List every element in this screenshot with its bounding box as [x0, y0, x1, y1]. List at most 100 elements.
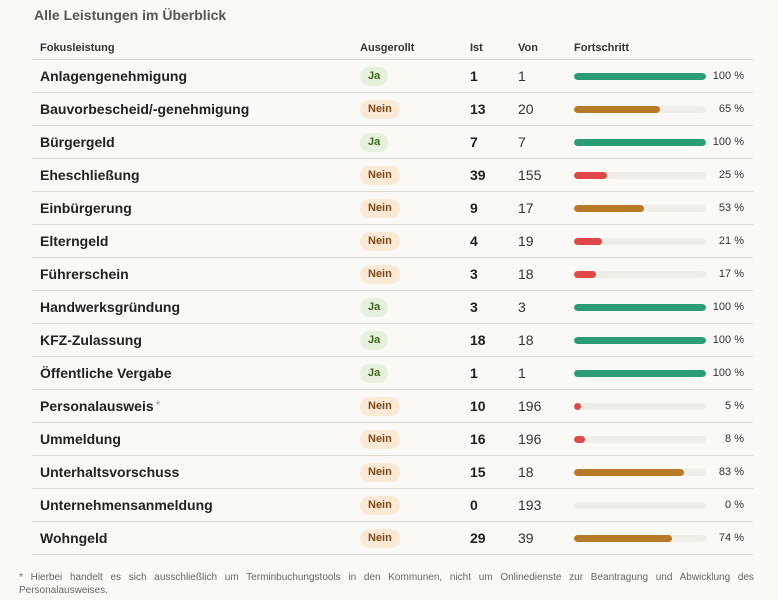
- von-value: 18: [518, 455, 574, 489]
- ist-value: 4: [470, 224, 518, 258]
- service-name: Unterhaltsvorschuss: [40, 464, 180, 480]
- progress-bar: [574, 303, 706, 311]
- service-name-cell: Personalausweis *: [32, 389, 360, 423]
- ist-value: 29: [470, 521, 518, 555]
- progress-percent: 5 %: [725, 400, 744, 412]
- table-row: Bürgergeld Ja 7 7 100 %: [32, 125, 753, 159]
- service-name: Führerschein: [40, 266, 129, 282]
- ist-value: 1: [470, 59, 518, 93]
- progress-bar: [574, 138, 706, 146]
- rolled-out-cell: Nein: [360, 158, 470, 192]
- progress-percent: 74 %: [718, 532, 744, 544]
- progress-fill: [574, 138, 706, 146]
- progress-cell: 17 %: [574, 257, 753, 291]
- service-name: Öffentliche Vergabe: [40, 365, 172, 381]
- column-header-rolled-out[interactable]: Ausgerollt: [360, 37, 470, 60]
- service-name-cell: Eheschließung: [32, 158, 360, 192]
- ist-value: 9: [470, 191, 518, 225]
- progress-fill: [574, 72, 706, 80]
- rolled-out-cell: Nein: [360, 389, 470, 423]
- progress-fill: [574, 402, 581, 410]
- progress-bar: [574, 237, 706, 245]
- rolled-out-cell: Nein: [360, 224, 470, 258]
- progress-percent: 100 %: [712, 334, 744, 346]
- table-row: Elterngeld Nein 4 19 21 %: [32, 224, 753, 258]
- progress-cell: 83 %: [574, 455, 753, 489]
- table-row: Führerschein Nein 3 18 17 %: [32, 257, 753, 291]
- status-badge: Nein: [360, 430, 400, 449]
- status-badge: Ja: [360, 133, 389, 152]
- service-name-cell: Wohngeld: [32, 521, 360, 555]
- status-badge: Nein: [360, 265, 400, 284]
- rolled-out-cell: Ja: [360, 125, 470, 159]
- progress-percent: 100 %: [712, 70, 744, 82]
- service-name: Unternehmensanmeldung: [40, 497, 213, 513]
- status-badge: Nein: [360, 199, 400, 218]
- service-name-cell: Bürgergeld: [32, 125, 360, 159]
- ist-value: 16: [470, 422, 518, 456]
- von-value: 39: [518, 521, 574, 555]
- von-value: 18: [518, 257, 574, 291]
- ist-value: 1: [470, 356, 518, 390]
- service-name: Personalausweis: [40, 398, 154, 414]
- rolled-out-cell: Nein: [360, 191, 470, 225]
- progress-percent: 100 %: [712, 136, 744, 148]
- table-header-row: Fokusleistung Ausgerollt Ist Von Fortsch…: [32, 37, 753, 60]
- ist-value: 18: [470, 323, 518, 357]
- von-value: 1: [518, 356, 574, 390]
- column-header-name[interactable]: Fokusleistung: [32, 37, 360, 60]
- progress-percent: 17 %: [718, 268, 744, 280]
- table-row: Anlagengenehmigung Ja 1 1 100 %: [32, 59, 753, 93]
- services-table: Fokusleistung Ausgerollt Ist Von Fortsch…: [32, 37, 753, 555]
- rolled-out-cell: Nein: [360, 92, 470, 126]
- von-value: 19: [518, 224, 574, 258]
- von-value: 7: [518, 125, 574, 159]
- progress-percent: 100 %: [712, 367, 744, 379]
- progress-bar: [574, 270, 706, 278]
- progress-cell: 74 %: [574, 521, 753, 555]
- von-value: 193: [518, 488, 574, 522]
- progress-fill: [574, 204, 644, 212]
- status-badge: Nein: [360, 232, 400, 251]
- progress-fill: [574, 105, 660, 113]
- progress-percent: 21 %: [718, 235, 744, 247]
- service-name: Anlagengenehmigung: [40, 68, 187, 84]
- rolled-out-cell: Ja: [360, 59, 470, 93]
- service-name: Elterngeld: [40, 233, 109, 249]
- von-value: 196: [518, 389, 574, 423]
- column-header-ist[interactable]: Ist: [470, 37, 518, 60]
- ist-value: 3: [470, 290, 518, 324]
- von-value: 155: [518, 158, 574, 192]
- progress-cell: 53 %: [574, 191, 753, 225]
- service-name-cell: Einbürgerung: [32, 191, 360, 225]
- von-value: 18: [518, 323, 574, 357]
- progress-percent: 100 %: [712, 301, 744, 313]
- progress-percent: 0 %: [725, 499, 744, 511]
- progress-percent: 25 %: [718, 169, 744, 181]
- progress-percent: 65 %: [718, 103, 744, 115]
- status-badge: Ja: [360, 67, 389, 86]
- progress-fill: [574, 237, 602, 245]
- von-value: 20: [518, 92, 574, 126]
- von-value: 196: [518, 422, 574, 456]
- progress-cell: 5 %: [574, 389, 753, 423]
- column-header-progress[interactable]: Fortschritt: [574, 37, 753, 60]
- service-name: Bürgergeld: [40, 134, 115, 150]
- ist-value: 0: [470, 488, 518, 522]
- table-row: Eheschließung Nein 39 155 25 %: [32, 158, 753, 192]
- table-row: Handwerksgründung Ja 3 3 100 %: [32, 290, 753, 324]
- progress-fill: [574, 369, 706, 377]
- service-name-cell: Ummeldung: [32, 422, 360, 456]
- progress-fill: [574, 270, 597, 278]
- service-name: KFZ-Zulassung: [40, 332, 142, 348]
- section-title: Alle Leistungen im Überblick: [34, 7, 227, 23]
- service-name: Ummeldung: [40, 431, 121, 447]
- progress-cell: 21 %: [574, 224, 753, 258]
- service-name: Wohngeld: [40, 530, 108, 546]
- progress-bar: [574, 171, 706, 179]
- service-name-cell: Unterhaltsvorschuss: [32, 455, 360, 489]
- column-header-von[interactable]: Von: [518, 37, 574, 60]
- status-badge: Nein: [360, 397, 400, 416]
- progress-bar: [574, 72, 706, 80]
- progress-bar: [574, 369, 706, 377]
